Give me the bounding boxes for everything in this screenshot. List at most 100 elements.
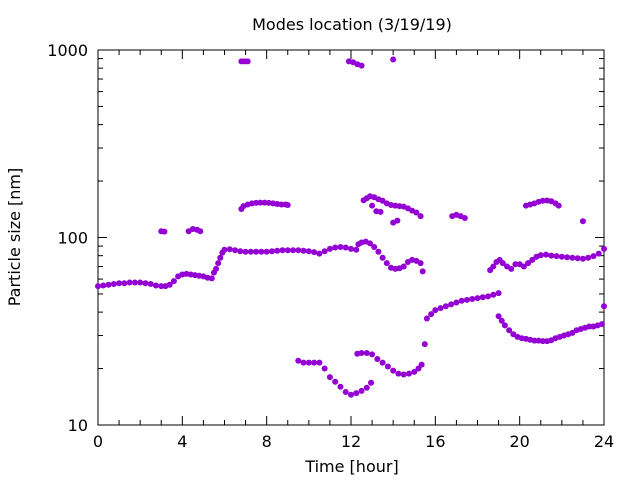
data-point [279, 247, 286, 254]
data-point [300, 247, 307, 254]
data-point [463, 296, 470, 303]
data-point [158, 283, 165, 290]
data-point [369, 202, 376, 209]
data-point [358, 62, 365, 69]
data-point [316, 250, 323, 257]
data-point [405, 370, 412, 377]
data-point [300, 359, 307, 366]
y-tick-label: 100 [57, 229, 88, 248]
data-point [448, 301, 455, 308]
data-point [337, 383, 344, 390]
data-point [311, 359, 318, 366]
data-point [268, 248, 275, 255]
data-point [137, 279, 144, 286]
data-point [369, 351, 376, 358]
data-point [152, 282, 159, 289]
plot-border [97, 49, 605, 426]
data-point [601, 303, 607, 310]
data-point [506, 327, 513, 334]
data-point [453, 299, 460, 306]
data-point [284, 247, 291, 254]
data-point [332, 378, 339, 385]
data-point [585, 254, 592, 261]
data-point [586, 323, 593, 330]
chart-title: Modes location (3/19/19) [252, 15, 452, 34]
data-point [417, 260, 424, 267]
data-point [116, 280, 123, 287]
data-point [284, 202, 291, 209]
data-point [548, 252, 555, 259]
data-point [348, 391, 354, 398]
data-point [400, 371, 407, 378]
data-point [421, 341, 428, 348]
data-point [377, 208, 384, 215]
data-point [295, 357, 302, 364]
data-point [363, 350, 370, 357]
data-point [217, 254, 224, 261]
data-point [501, 322, 508, 329]
data-point [375, 248, 382, 255]
data-point [321, 365, 328, 372]
data-point [525, 260, 532, 267]
data-point [543, 251, 550, 258]
data-point [326, 374, 333, 381]
data-point [418, 361, 425, 368]
data-point [258, 248, 265, 255]
data-point [553, 253, 560, 260]
data-point [490, 263, 497, 270]
y-tick-label: 1000 [47, 41, 88, 60]
data-point [110, 280, 117, 287]
data-point [417, 213, 424, 220]
data-point [142, 280, 149, 287]
data-point [520, 263, 527, 270]
data-point [305, 248, 312, 255]
data-point [242, 248, 249, 255]
data-point [590, 253, 597, 260]
data-point [558, 253, 565, 260]
data-point [274, 247, 281, 254]
data-point [400, 263, 407, 270]
x-tick-label: 8 [262, 432, 272, 451]
data-point [311, 249, 318, 256]
data-point [428, 311, 435, 318]
data-point [237, 248, 244, 255]
data-point [390, 56, 397, 63]
data-point [326, 245, 333, 252]
y-axis-label: Particle size [nm] [5, 168, 24, 307]
data-point [147, 280, 154, 287]
data-point [539, 338, 546, 345]
data-point [95, 283, 101, 290]
data-point [498, 317, 505, 324]
data-point [437, 305, 444, 312]
data-point [278, 201, 285, 208]
data-point [432, 307, 439, 314]
data-point [197, 228, 204, 235]
data-point [579, 218, 586, 225]
data-point [579, 255, 586, 262]
data-point [257, 199, 264, 206]
data-point [390, 367, 397, 374]
data-point [348, 245, 354, 252]
y-tick-label: 10 [68, 416, 88, 435]
data-point [353, 390, 360, 397]
data-point [170, 278, 177, 285]
data-point [126, 279, 133, 286]
data-point [555, 202, 562, 209]
data-point [479, 294, 486, 301]
data-point [442, 303, 449, 310]
data-point [213, 265, 220, 272]
data-point [531, 337, 538, 344]
data-point [263, 248, 270, 255]
data-point [226, 246, 233, 253]
data-point [474, 295, 481, 302]
data-point [574, 255, 581, 262]
x-tick-label: 0 [93, 432, 103, 451]
data-point [358, 387, 365, 394]
data-point [595, 250, 602, 257]
data-point [601, 245, 607, 252]
data-point [244, 58, 251, 65]
data-point [411, 368, 418, 375]
data-point [485, 293, 492, 300]
data-point [221, 246, 228, 253]
